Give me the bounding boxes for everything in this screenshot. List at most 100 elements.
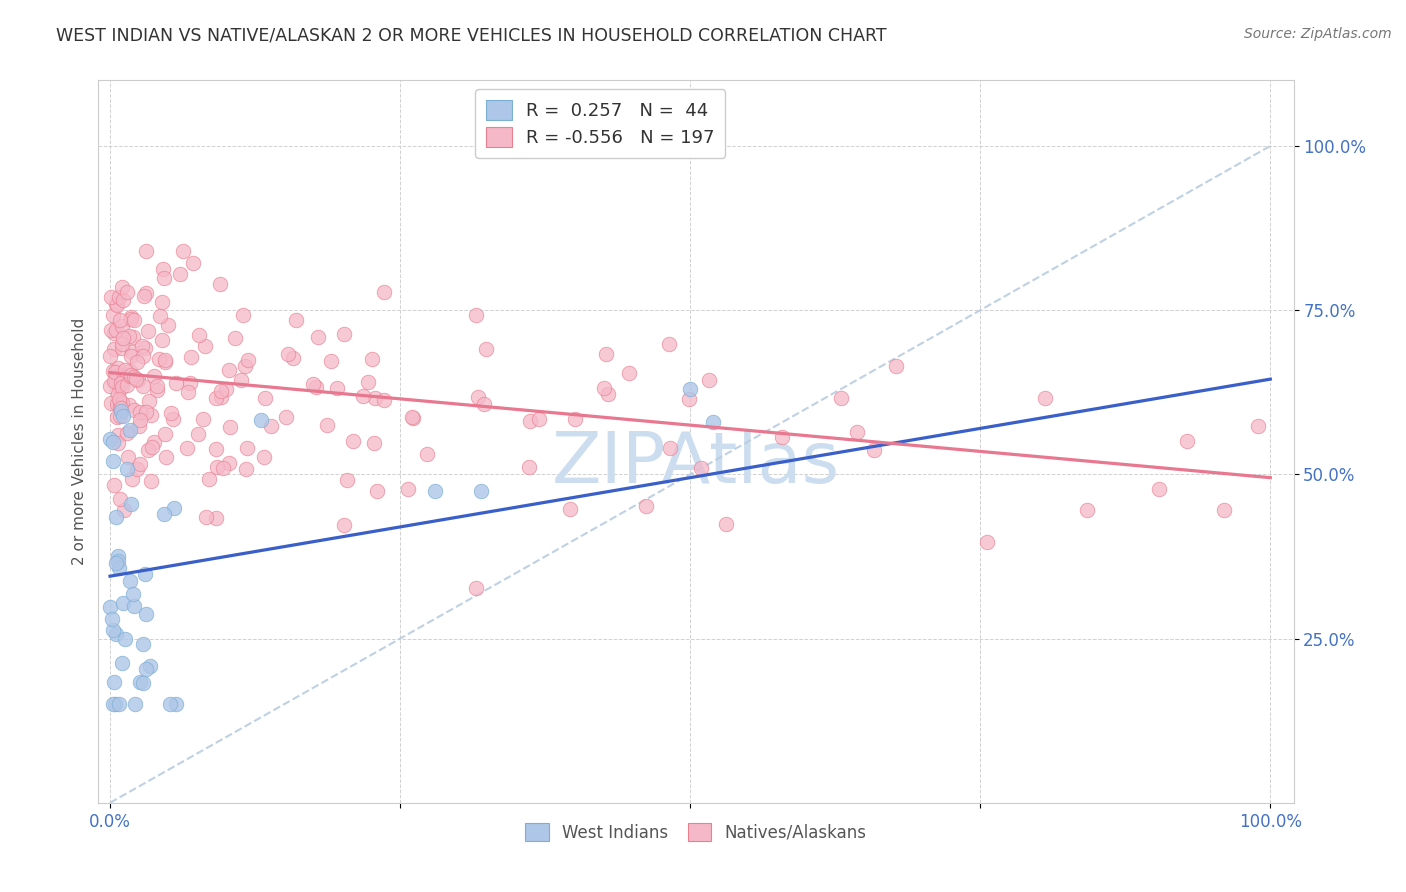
Point xyxy=(211,461,233,475)
Point xyxy=(134,341,156,355)
Point xyxy=(121,345,143,359)
Point xyxy=(152,507,174,521)
Point xyxy=(118,423,141,437)
Point xyxy=(180,350,202,364)
Point xyxy=(191,412,214,426)
Point xyxy=(100,432,122,446)
Point xyxy=(111,396,134,410)
Point xyxy=(342,434,364,448)
Point xyxy=(128,419,150,434)
Point xyxy=(150,333,173,347)
Point xyxy=(373,393,395,408)
Point xyxy=(107,360,129,375)
Point xyxy=(112,409,135,424)
Point xyxy=(146,383,169,397)
Point xyxy=(108,400,131,414)
Point xyxy=(120,368,142,383)
Point xyxy=(111,318,134,333)
Point xyxy=(232,309,254,323)
Point xyxy=(172,244,194,258)
Point xyxy=(678,392,700,407)
Point xyxy=(108,392,131,406)
Point xyxy=(1076,503,1098,517)
Point xyxy=(101,698,124,712)
Point xyxy=(107,290,129,304)
Point xyxy=(108,698,131,712)
Point xyxy=(135,662,157,676)
Point xyxy=(110,401,132,416)
Point xyxy=(132,676,155,690)
Point xyxy=(112,597,135,611)
Point xyxy=(155,426,177,441)
Point xyxy=(120,497,142,511)
Point xyxy=(131,349,153,363)
Point xyxy=(103,326,125,340)
Point xyxy=(149,310,172,324)
Point xyxy=(125,355,148,369)
Point xyxy=(215,382,238,396)
Point xyxy=(236,441,259,455)
Point xyxy=(238,353,260,368)
Point xyxy=(596,386,619,401)
Point xyxy=(150,294,173,309)
Point xyxy=(136,442,159,457)
Point xyxy=(194,510,217,524)
Point xyxy=(121,587,143,601)
Point xyxy=(208,277,231,292)
Point xyxy=(472,397,495,411)
Point xyxy=(564,412,586,426)
Point xyxy=(475,342,498,356)
Point xyxy=(122,369,145,384)
Point xyxy=(108,394,131,409)
Point xyxy=(112,331,135,345)
Point xyxy=(527,412,550,426)
Point xyxy=(122,330,145,344)
Point xyxy=(697,373,720,387)
Point xyxy=(98,349,121,363)
Point xyxy=(107,427,129,442)
Point xyxy=(152,261,174,276)
Point xyxy=(592,381,614,395)
Point xyxy=(465,308,488,322)
Point xyxy=(357,376,380,390)
Point xyxy=(233,359,256,373)
Point xyxy=(519,459,541,474)
Point xyxy=(103,675,125,690)
Point xyxy=(111,373,134,387)
Point xyxy=(187,427,209,442)
Point xyxy=(132,637,155,651)
Point xyxy=(141,474,163,488)
Point xyxy=(118,398,141,412)
Point xyxy=(884,359,907,373)
Point xyxy=(163,500,186,515)
Point xyxy=(114,632,136,646)
Point xyxy=(336,474,359,488)
Point xyxy=(1033,392,1056,406)
Y-axis label: 2 or more Vehicles in Household: 2 or more Vehicles in Household xyxy=(72,318,87,566)
Point xyxy=(120,310,142,324)
Point xyxy=(120,312,142,326)
Point xyxy=(159,698,181,712)
Point xyxy=(107,554,129,568)
Point xyxy=(122,403,145,417)
Point xyxy=(100,612,122,626)
Point xyxy=(315,418,337,433)
Point xyxy=(845,425,868,439)
Point xyxy=(108,491,131,506)
Point xyxy=(305,380,328,394)
Point xyxy=(143,369,166,384)
Point xyxy=(285,313,308,327)
Point xyxy=(128,674,150,689)
Point xyxy=(254,392,277,406)
Point xyxy=(129,404,152,418)
Point xyxy=(103,309,125,323)
Point xyxy=(145,378,167,392)
Point xyxy=(218,456,240,470)
Point xyxy=(402,411,425,425)
Point xyxy=(132,379,155,393)
Point xyxy=(333,517,356,532)
Point xyxy=(124,599,146,613)
Point xyxy=(401,409,423,424)
Point xyxy=(111,280,134,294)
Point xyxy=(198,471,221,485)
